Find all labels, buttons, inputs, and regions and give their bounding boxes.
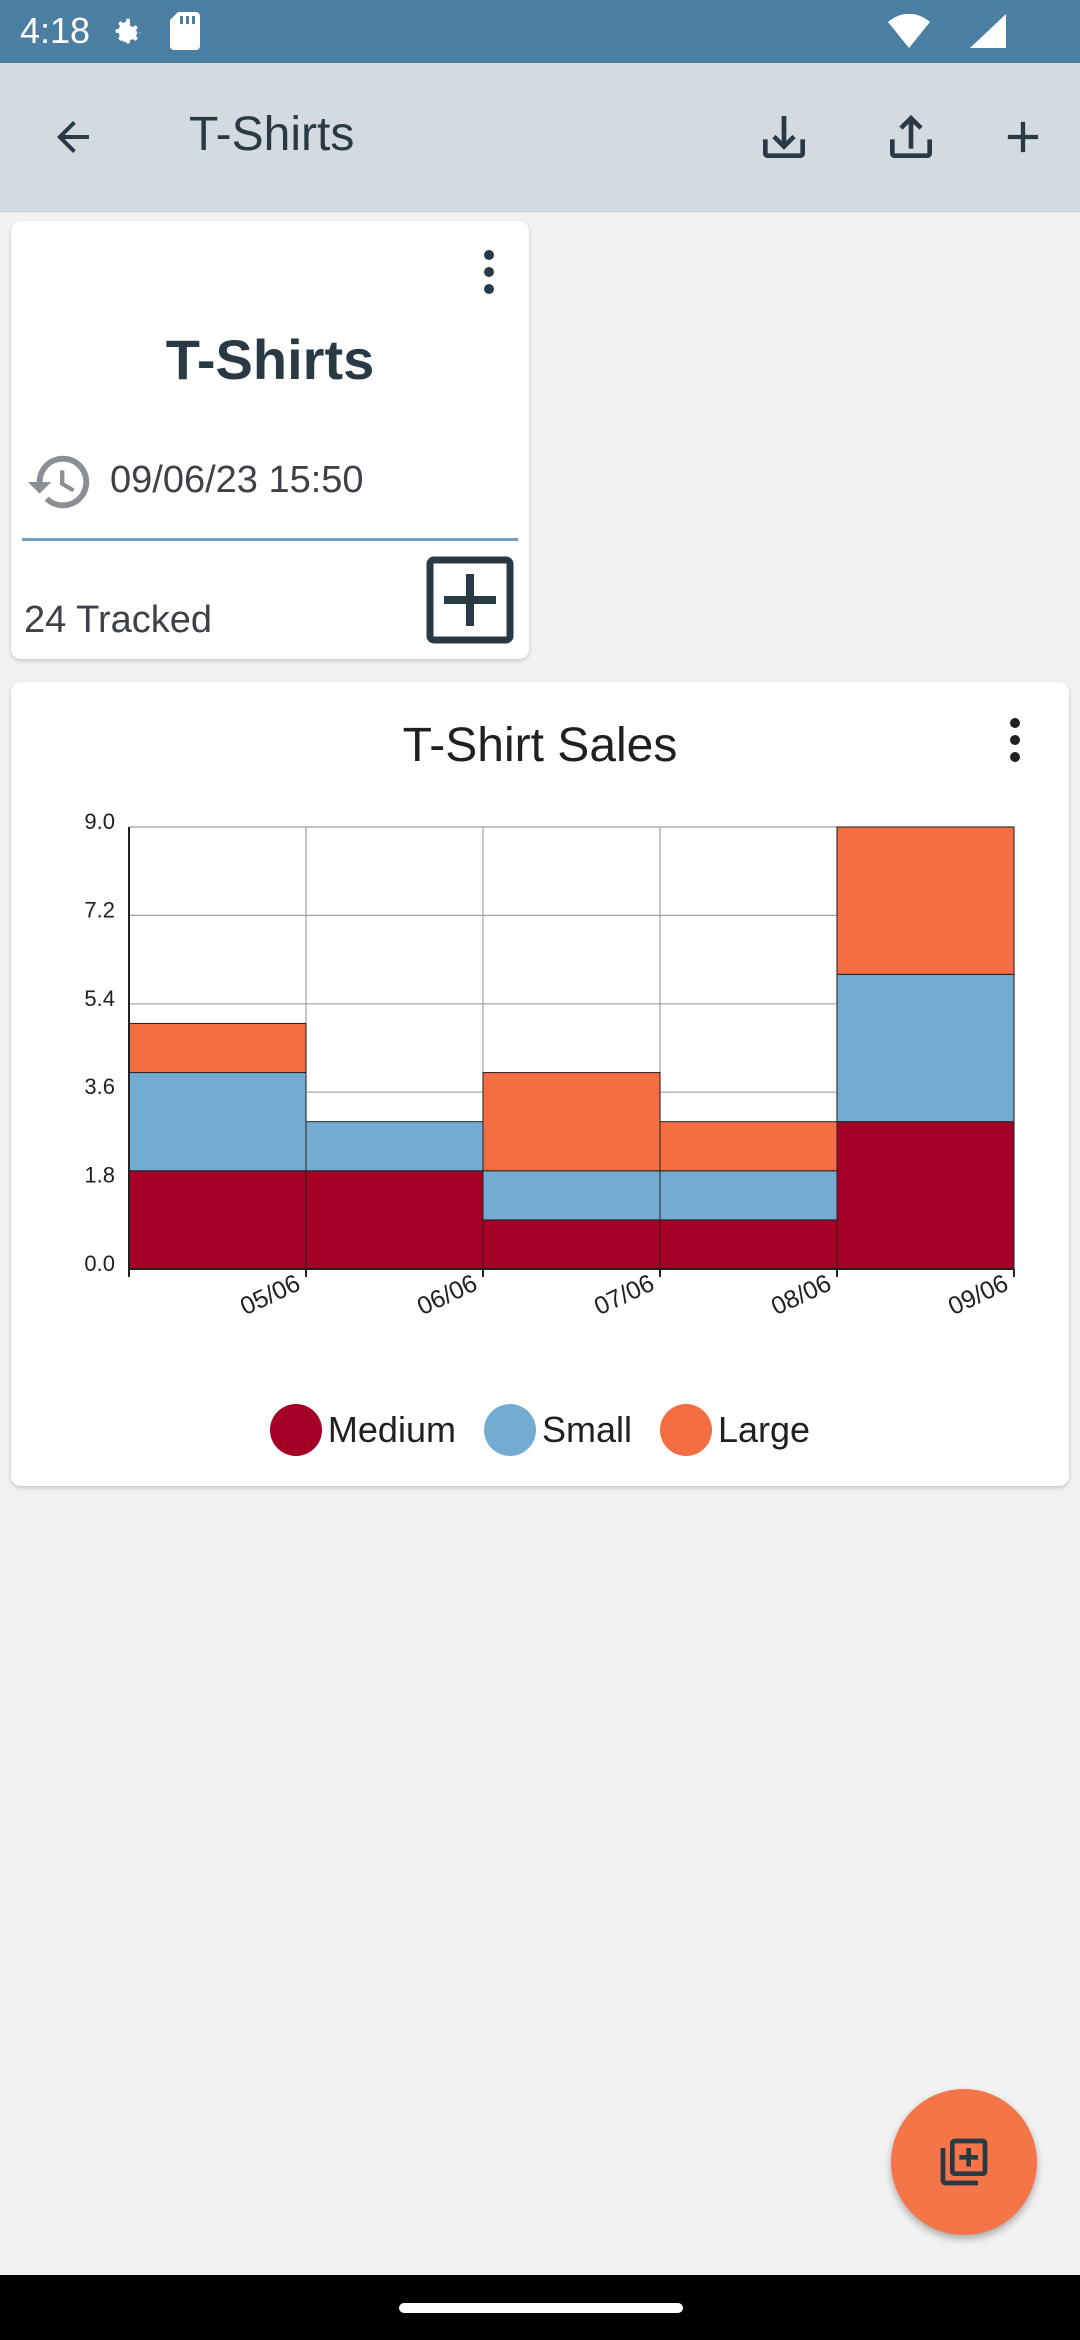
bar-segment-medium	[659, 1219, 838, 1270]
add-collection-icon	[940, 2138, 988, 2186]
download-icon	[763, 116, 805, 158]
legend-item-small: Small	[483, 1404, 632, 1456]
upload-icon	[890, 114, 932, 158]
y-tick-label: 0.0	[84, 1251, 115, 1276]
tracked-count: 24 Tracked	[24, 599, 212, 641]
y-tick-label: 7.2	[84, 897, 115, 922]
add-tracker-fab[interactable]	[891, 2089, 1037, 2235]
status-time: 4:18	[20, 10, 91, 51]
x-tick-label: 08/06	[767, 1269, 836, 1321]
more-vert-icon	[1010, 718, 1020, 762]
card-divider	[22, 538, 518, 541]
plus-icon	[1007, 121, 1039, 153]
last-tracked-date: 09/06/23 15:50	[110, 459, 364, 501]
bar-segment-small	[305, 1121, 484, 1172]
chart-legend: Medium Small Large	[11, 1404, 1069, 1456]
status-bar: 4:18	[0, 0, 1080, 63]
navigation-bar	[0, 2275, 1080, 2340]
tracker-name: T-Shirts	[165, 328, 375, 391]
bar-segment-large	[659, 1121, 838, 1172]
chart-card: T-Shirt Sales 0.0 1.8 3.6 5.4 7.2 9.0 05/06 06/…	[11, 682, 1069, 1486]
chart-menu-button[interactable]	[1005, 715, 1025, 765]
legend-label: Medium	[327, 1409, 456, 1450]
legend-label: Large	[718, 1409, 811, 1450]
y-tick-label: 1.8	[84, 1163, 115, 1188]
back-button[interactable]	[35, 99, 111, 175]
history-icon	[25, 447, 95, 522]
signal-icon	[970, 14, 1006, 53]
x-tick-label: 05/06	[236, 1269, 305, 1321]
legend-item-large: Large	[660, 1404, 810, 1456]
bar-segment-small	[128, 1072, 307, 1172]
wifi-icon	[888, 13, 930, 53]
add-box-icon	[426, 556, 514, 644]
legend-swatch	[269, 1404, 322, 1456]
add-button[interactable]	[985, 99, 1061, 175]
tracker-card[interactable]: T-Shirts 09/06/23 15:50 24 Tracked	[11, 221, 529, 659]
x-tick-label: 06/06	[413, 1269, 482, 1321]
add-entry-button[interactable]	[426, 556, 514, 644]
bar-segment-large	[128, 1022, 307, 1074]
bar-segment-large	[836, 826, 1015, 975]
bar-segment-medium	[482, 1219, 661, 1270]
legend-label: Small	[541, 1409, 632, 1450]
bar-segment-small	[482, 1170, 661, 1221]
bar-segment-large	[482, 1072, 661, 1172]
y-tick-label: 3.6	[84, 1074, 115, 1099]
more-vert-icon	[484, 250, 494, 294]
home-handle[interactable]	[399, 2303, 683, 2313]
x-tick-label: 09/06	[944, 1269, 1013, 1321]
settings-icon	[106, 12, 146, 57]
y-tick-label: 5.4	[84, 986, 115, 1011]
import-button[interactable]	[746, 99, 822, 175]
legend-swatch	[660, 1404, 712, 1456]
y-tick-label: 9.0	[84, 809, 115, 834]
bar-segment-medium	[836, 1121, 1015, 1270]
stacked-bar-chart: 0.0 1.8 3.6 5.4 7.2 9.0 05/06 06/06 07/06 08/06 09…	[84, 809, 1015, 1321]
bar-segment-small	[836, 973, 1015, 1123]
x-tick-label: 07/06	[590, 1269, 659, 1321]
chart-title: T-Shirt Sales	[402, 719, 678, 772]
bar-segment-small	[659, 1170, 838, 1221]
sd-card-icon	[170, 12, 200, 55]
legend-swatch	[483, 1404, 536, 1456]
bar-segment-medium	[128, 1170, 307, 1270]
tracker-menu-button[interactable]	[479, 247, 499, 297]
page-title: T-Shirts	[189, 108, 355, 161]
export-button[interactable]	[873, 99, 949, 175]
bar-segment-medium	[305, 1170, 484, 1270]
app-bar: T-Shirts	[0, 63, 1080, 212]
legend-item-medium: Medium	[269, 1404, 456, 1456]
arrow-left-icon	[57, 121, 89, 153]
